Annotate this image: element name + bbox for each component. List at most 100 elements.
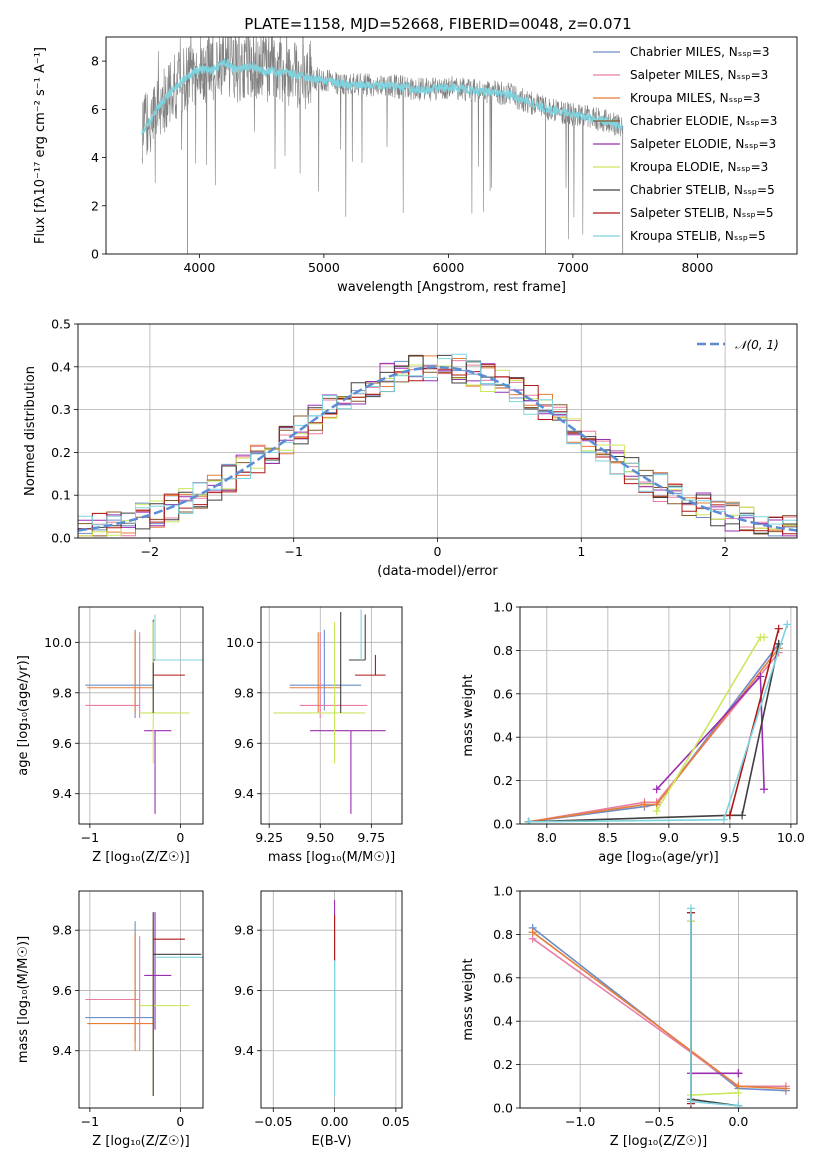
spectrum-legend: Chabrier MILES, Nₛₛₚ=3 Salpeter MILES, Nₛ… (593, 45, 777, 243)
weight-marker (756, 672, 765, 681)
y-tick-label: 10.0 (44, 635, 72, 650)
spectrum-data-line (141, 37, 623, 240)
weight-marker (760, 785, 769, 794)
y-tick-label: 0.2 (51, 445, 71, 460)
plot-area (85, 912, 203, 1096)
weight-series-line (690, 912, 739, 1107)
legend-item: Salpeter STELIB, Nₛₛₚ=5 (593, 206, 774, 220)
y-tick-label: 0.2 (493, 773, 513, 788)
y-tick-label: 9.4 (52, 1043, 72, 1058)
weight-series-line (690, 908, 739, 1107)
legend-label: Chabrier ELODIE, Nₛₛₚ=3 (630, 114, 777, 128)
y-axis-label: mass [log₁₀(M/M☉)] (16, 936, 31, 1063)
weight-marker (783, 620, 792, 629)
x-tick-label: 8000 (681, 260, 713, 275)
weight-series-line (729, 628, 780, 816)
legend-item: Salpeter MILES, Nₛₛₚ=3 (593, 68, 768, 82)
plot-area (273, 609, 386, 814)
legend-item: Chabrier MILES, Nₛₛₚ=3 (593, 45, 770, 59)
x-tick-label: 1 (577, 544, 585, 559)
figure-title: PLATE=1158, MJD=52668, FIBERID=0048, z=0… (244, 15, 631, 33)
x-tick-label: 9.5 (720, 830, 740, 845)
age-vs-mass-panel: 9.25 9.50 9.75 9.4 9.6 9.8 10.0 mass [log₁₀(M/M… (226, 606, 403, 865)
axes-frame (78, 606, 204, 825)
axes-frame (519, 606, 798, 825)
weight-series-line (528, 643, 780, 823)
legend-label: Kroupa MILES, Nₛₛₚ=3 (630, 91, 760, 105)
axes-frame (260, 606, 403, 825)
weight-marker (781, 1084, 790, 1093)
y-tick-label: 6 (91, 102, 99, 117)
legend-item: Chabrier ELODIE, Nₛₛₚ=3 (593, 114, 777, 128)
y-tick-label: 9.6 (234, 983, 254, 998)
y-tick-label: 2 (91, 198, 99, 213)
y-tick-label: 10.0 (226, 635, 254, 650)
plot-area (524, 620, 792, 824)
x-axis-label: E(B-V) (311, 1134, 351, 1149)
x-tick-label: 2 (721, 544, 729, 559)
y-tick-label: 0 (91, 247, 99, 262)
y-tick-label: 9.8 (52, 923, 72, 938)
y-axis-label: Flux [fλ10⁻¹⁷ erg cm⁻² s⁻¹ A⁻¹] (33, 47, 48, 244)
weight-marker (686, 1097, 695, 1106)
y-tick-label: 0.2 (493, 1057, 513, 1072)
residuals-panel: −2 −1 0 1 2 0.0 0.1 0.2 0.3 0.4 0.5 (data-model)/er… (23, 317, 798, 579)
axes-frame (260, 890, 403, 1109)
mass-vs-ebv-panel: −0.05 0.00 0.05 9.4 9.6 9.8 E(B-V) (234, 890, 410, 1149)
y-tick-label: 9.8 (234, 923, 254, 938)
weight-marker (734, 1088, 743, 1097)
y-tick-label: 1.0 (493, 884, 513, 899)
weight-marker (524, 817, 533, 824)
legend-item: Kroupa ELODIE, Nₛₛₚ=3 (593, 160, 768, 174)
x-tick-label: 6000 (432, 260, 464, 275)
mass-vs-metallicity-panel: −1 0 9.4 9.6 9.8 Z [log₁₀(Z/Z☉)] mass [log₁₀(M… (16, 890, 204, 1149)
legend-label: 𝒩(0, 1) (735, 338, 779, 352)
y-tick-label: 4 (91, 150, 99, 165)
legend-label: Salpeter ELODIE, Nₛₛₚ=3 (630, 137, 776, 151)
weight-series-line (690, 921, 739, 1075)
y-tick-label: 0.0 (493, 817, 513, 832)
x-axis-label: mass [log₁₀(M/M☉)] (268, 850, 395, 865)
y-tick-label: 9.6 (234, 736, 254, 751)
legend-label: Salpeter STELIB, Nₛₛₚ=5 (630, 206, 774, 220)
axes-frame (519, 890, 798, 1109)
x-tick-label: 4000 (183, 260, 215, 275)
legend-item: Kroupa MILES, Nₛₛₚ=3 (593, 91, 760, 105)
x-tick-label: 9.0 (659, 830, 679, 845)
y-tick-label: 0.4 (493, 730, 513, 745)
y-tick-label: 0.4 (51, 359, 71, 374)
x-tick-label: 0 (176, 830, 184, 845)
y-tick-label: 9.6 (52, 983, 72, 998)
weight-marker (719, 815, 728, 824)
x-tick-label: −1 (81, 830, 99, 845)
y-tick-label: 0.3 (51, 402, 71, 417)
weight-marker (734, 1069, 743, 1078)
axes-frame (77, 323, 798, 539)
y-tick-label: 9.4 (52, 786, 72, 801)
x-tick-label: 10.0 (777, 830, 805, 845)
legend-item: Chabrier STELIB, Nₛₛₚ=5 (593, 183, 775, 197)
weight-marker (760, 633, 769, 642)
axes-frame (105, 36, 798, 255)
weight-marker (640, 800, 649, 809)
x-axis-label: age [log₁₀(age/yr)] (598, 850, 719, 865)
x-tick-label: −1.0 (565, 1114, 595, 1129)
legend-label: Kroupa STELIB, Nₛₛₚ=5 (630, 229, 766, 243)
weight-marker (652, 806, 661, 815)
axes-frame (78, 890, 204, 1109)
weight-vs-metallicity-panel: −1.0 −0.5 0.0 0.0 0.2 0.4 0.6 0.8 1.0 Z [log₁₀(Z/… (461, 884, 798, 1149)
x-tick-label: 0 (434, 544, 442, 559)
x-tick-label: 0 (176, 1114, 184, 1129)
x-tick-label: 8.0 (537, 830, 557, 845)
y-tick-label: 9.8 (234, 685, 254, 700)
y-tick-label: 9.4 (234, 786, 254, 801)
x-tick-label: 9.25 (255, 830, 283, 845)
y-tick-label: 8 (91, 54, 99, 69)
y-tick-label: 0.4 (493, 1014, 513, 1029)
legend-item: Salpeter ELODIE, Nₛₛₚ=3 (593, 137, 776, 151)
y-axis-label: mass weight (461, 958, 476, 1040)
y-tick-label: 0.8 (493, 927, 513, 942)
x-tick-label: 7000 (557, 260, 589, 275)
weight-marker (686, 904, 695, 913)
weight-vs-age-panel: 8.0 8.5 9.0 9.5 10.0 0.0 0.2 0.4 0.6 0.8 1.0 age [l… (461, 600, 805, 866)
